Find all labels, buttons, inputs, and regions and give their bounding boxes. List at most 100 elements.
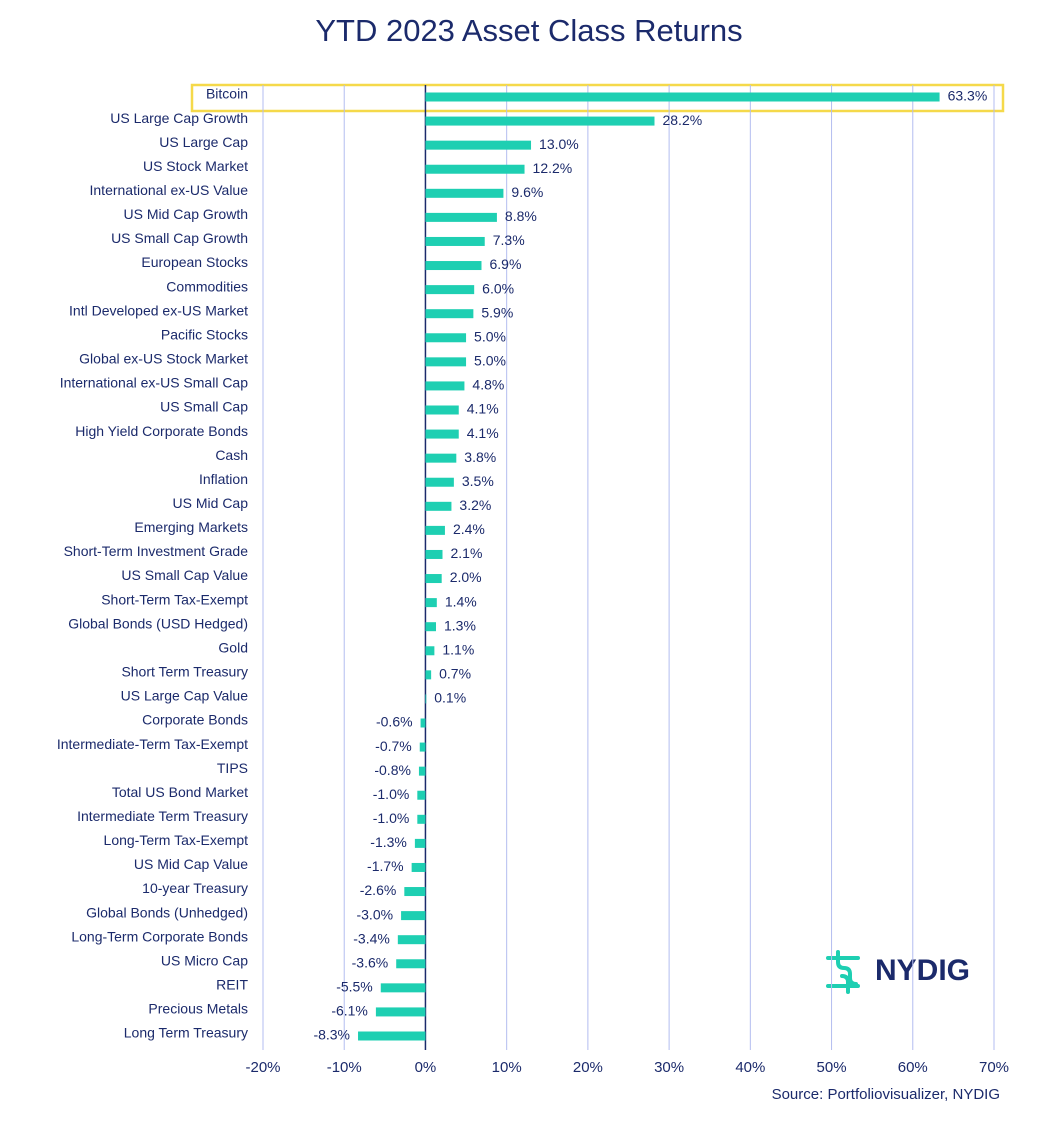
logo-text: NYDIG — [875, 954, 970, 987]
value-label: 0.7% — [439, 666, 471, 682]
category-label: International ex-US Small Cap — [60, 375, 249, 391]
value-label: 7.3% — [493, 232, 525, 248]
value-label: -1.7% — [367, 858, 404, 874]
bar — [411, 862, 426, 872]
value-label: 1.4% — [445, 593, 477, 609]
bar — [425, 116, 655, 126]
category-label: Long-Term Tax-Exempt — [104, 832, 249, 848]
category-label: European Stocks — [141, 254, 248, 270]
highlight-box — [190, 83, 1005, 113]
bar — [425, 92, 940, 102]
value-label: 63.3% — [948, 88, 988, 104]
category-label: Gold — [218, 639, 248, 655]
category-label: US Small Cap Value — [121, 567, 248, 583]
category-label: Global ex-US Stock Market — [79, 351, 248, 367]
bar — [425, 381, 465, 391]
category-label: Corporate Bonds — [142, 712, 248, 728]
bar — [425, 574, 442, 584]
category-label: US Mid Cap Value — [134, 856, 248, 872]
bar — [375, 1007, 426, 1017]
x-tick-label: 40% — [735, 1059, 765, 1076]
x-tick-label: -10% — [327, 1059, 362, 1076]
category-label: Long-Term Corporate Bonds — [71, 928, 248, 944]
value-label: 4.1% — [467, 425, 499, 441]
bar — [425, 405, 459, 415]
bar — [419, 742, 426, 752]
value-label: 5.0% — [474, 328, 506, 344]
category-label: Bitcoin — [206, 86, 248, 102]
source: Source: Portfoliovisualizer, NYDIG — [772, 1086, 1000, 1103]
bar — [425, 285, 475, 295]
category-label: Global Bonds (USD Hedged) — [68, 615, 248, 631]
category-label: US Mid Cap Growth — [124, 206, 248, 222]
bar — [425, 646, 435, 656]
value-label: 2.4% — [453, 521, 485, 537]
value-label: 5.0% — [474, 353, 506, 369]
value-label: 1.1% — [442, 641, 474, 657]
value-label: -0.7% — [375, 738, 412, 754]
x-tick-label: 0% — [415, 1059, 437, 1076]
bar — [358, 1031, 426, 1041]
value-label: 2.0% — [450, 569, 482, 585]
value-label: -0.6% — [376, 714, 413, 730]
value-label: 9.6% — [511, 184, 543, 200]
x-tick-label: 10% — [492, 1059, 522, 1076]
bar — [425, 309, 474, 319]
bar — [425, 357, 467, 367]
bar — [425, 622, 437, 632]
category-label: Short Term Treasury — [121, 664, 248, 680]
bar — [425, 164, 525, 174]
category-label: 10-year Treasury — [142, 880, 248, 896]
x-tick-label: -20% — [245, 1059, 280, 1076]
bar — [397, 935, 426, 945]
category-label: Total US Bond Market — [112, 784, 248, 800]
bar — [425, 694, 427, 704]
value-label: -8.3% — [313, 1027, 350, 1043]
bar — [425, 429, 459, 439]
value-label: 3.8% — [464, 449, 496, 465]
bar — [425, 453, 457, 463]
value-label: -3.6% — [352, 954, 389, 970]
category-label: US Micro Cap — [161, 952, 248, 968]
bar — [396, 959, 426, 969]
bar — [425, 549, 443, 559]
bar — [417, 790, 426, 800]
category-label: Precious Metals — [148, 1001, 248, 1017]
category-label: Commodities — [166, 278, 248, 294]
value-label: 8.8% — [505, 208, 537, 224]
value-label: -3.4% — [353, 930, 390, 946]
value-label: -1.3% — [370, 834, 407, 850]
category-label: US Large Cap — [159, 134, 248, 150]
value-label: 4.8% — [472, 377, 504, 393]
category-label: Global Bonds (Unhedged) — [86, 904, 248, 920]
value-label: 28.2% — [662, 112, 702, 128]
value-label: -3.0% — [356, 906, 393, 922]
category-label: US Mid Cap — [173, 495, 249, 511]
category-label: Cash — [215, 447, 248, 463]
value-label: 3.5% — [462, 473, 494, 489]
x-tick-label: 60% — [898, 1059, 928, 1076]
bar — [425, 236, 485, 246]
bar — [425, 188, 504, 198]
x-tick-label: 20% — [573, 1059, 603, 1076]
bar — [418, 766, 426, 776]
bar — [425, 212, 497, 222]
value-label: -0.8% — [374, 762, 411, 778]
x-tick-label: 30% — [654, 1059, 684, 1076]
value-label: 5.9% — [481, 304, 513, 320]
value-label: 6.9% — [489, 256, 521, 272]
category-label: Pacific Stocks — [161, 326, 248, 342]
category-label: Emerging Markets — [134, 519, 248, 535]
value-label: -6.1% — [331, 1003, 368, 1019]
chart-title: YTD 2023 Asset Class Returns — [315, 13, 742, 48]
category-label: REIT — [216, 977, 248, 993]
value-label: 1.3% — [444, 617, 476, 633]
bar — [425, 501, 452, 511]
bar — [425, 670, 432, 680]
bar — [404, 887, 426, 897]
category-label: Short-Term Tax-Exempt — [101, 591, 248, 607]
category-label: Long Term Treasury — [124, 1025, 248, 1041]
value-label: 12.2% — [533, 160, 573, 176]
category-label: Intermediate Term Treasury — [77, 808, 248, 824]
